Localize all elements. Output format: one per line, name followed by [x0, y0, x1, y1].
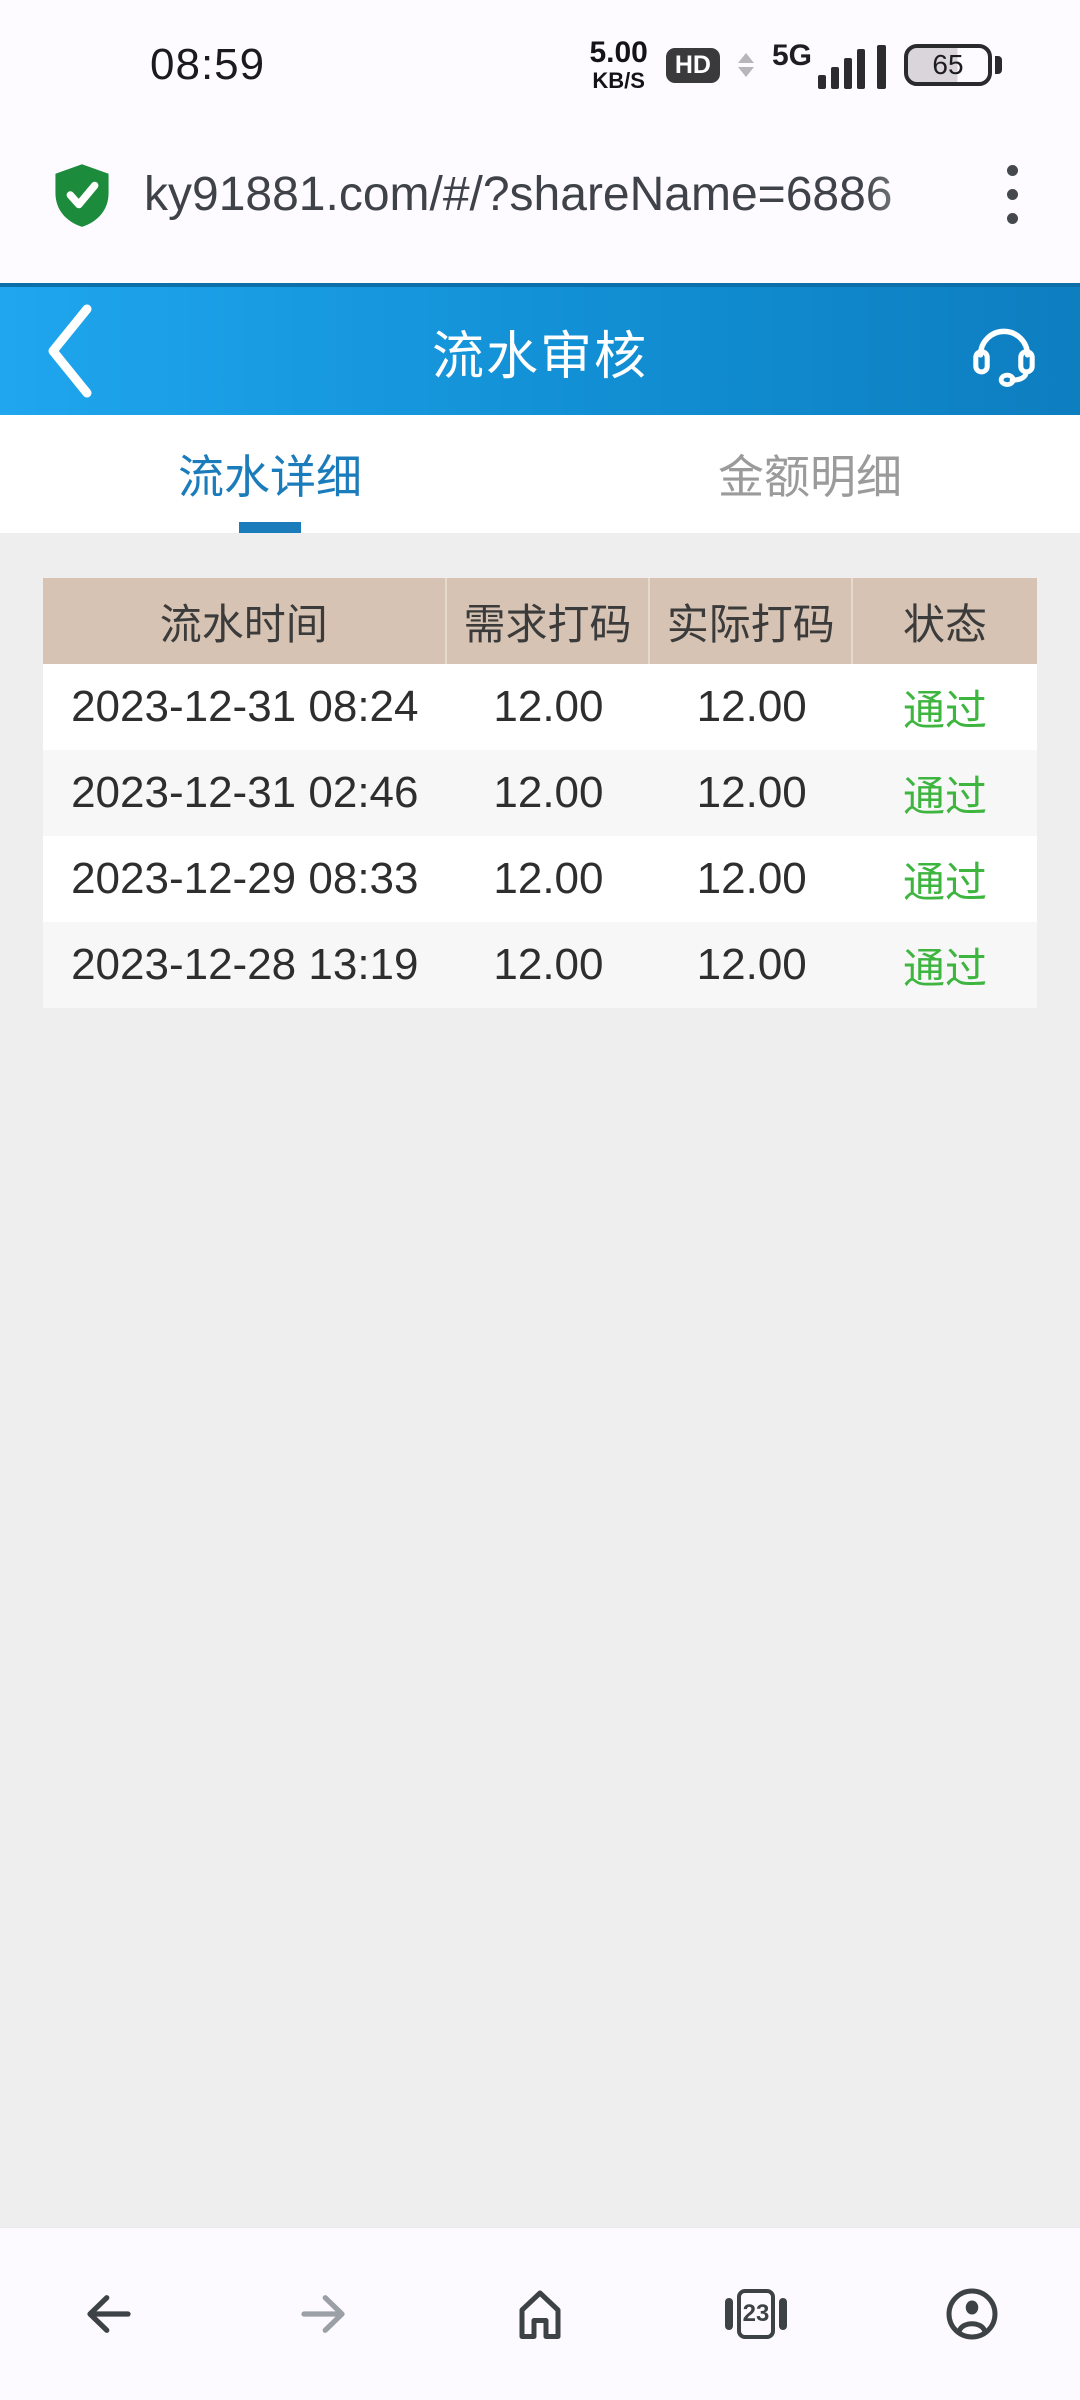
status-indicators: 5.00 KB/S HD 5G 65	[589, 38, 1002, 92]
nav-home-button[interactable]	[432, 2284, 648, 2344]
cell-actual: 12.00	[696, 854, 807, 903]
back-arrow-icon	[87, 2295, 131, 2333]
table-row: 2023-12-31 02:46 12.00 12.00 通过	[43, 750, 1037, 836]
tab-amount-detail[interactable]: 金额明细	[718, 451, 902, 503]
cell-time: 2023-12-28 13:19	[71, 940, 419, 989]
status-badge: 通过	[903, 686, 988, 734]
network-speed: 5.00 KB/S	[589, 38, 647, 92]
cell-actual: 12.00	[696, 940, 807, 989]
column-header-status: 状态	[903, 600, 988, 648]
status-badge: 通过	[903, 772, 988, 820]
tab-flow-detail[interactable]: 流水详细	[0, 415, 540, 533]
browser-url-bar[interactable]: ky91881.com/#/?shareName=6886	[0, 120, 1080, 283]
column-header-actual: 实际打码	[650, 578, 854, 664]
app-header: 流水审核	[0, 283, 1080, 415]
browser-menu-button[interactable]	[984, 161, 1040, 229]
column-header-time: 流水时间	[43, 578, 447, 664]
cell-time: 2023-12-31 02:46	[71, 768, 419, 817]
cell-required: 12.00	[493, 940, 604, 989]
nav-profile-button[interactable]	[864, 2284, 1080, 2344]
battery-level: 65	[932, 49, 964, 80]
cell-time: 2023-12-31 08:24	[71, 682, 419, 731]
cell-time: 2023-12-29 08:33	[71, 854, 419, 903]
forward-arrow-icon	[301, 2295, 345, 2333]
nav-forward-button[interactable]	[216, 2284, 432, 2344]
table-row: 2023-12-29 08:33 12.00 12.00 通过	[43, 836, 1037, 922]
browser-nav-bar: 23	[0, 2227, 1080, 2400]
cell-required: 12.00	[493, 768, 604, 817]
cell-actual: 12.00	[696, 682, 807, 731]
signal-bars-icon	[818, 45, 865, 89]
page-title: 流水审核	[431, 327, 648, 386]
signal-icon: 5G	[772, 41, 886, 89]
home-icon	[519, 2290, 561, 2339]
network-speed-unit: KB/S	[592, 68, 645, 93]
profile-icon	[946, 2288, 998, 2340]
url-text[interactable]: ky91881.com/#/?shareName=6886	[144, 167, 984, 222]
tab-count: 23	[742, 2300, 770, 2327]
network-speed-value: 5.00	[589, 36, 648, 69]
table-row: 2023-12-28 13:19 12.00 12.00 通过	[43, 922, 1037, 1008]
back-chevron-icon[interactable]	[34, 301, 104, 401]
status-bar: 08:59 5.00 KB/S HD 5G 65	[0, 0, 1080, 120]
network-type-label: 5G	[771, 39, 812, 72]
cell-required: 12.00	[493, 682, 604, 731]
headset-icon[interactable]	[966, 313, 1042, 389]
shield-check-icon	[55, 163, 109, 227]
cell-actual: 12.00	[696, 768, 807, 817]
hd-icon: HD	[665, 47, 720, 83]
column-header-required: 需求打码	[447, 578, 651, 664]
data-activity-icon	[737, 53, 754, 77]
table-row: 2023-12-31 08:24 12.00 12.00 通过	[43, 664, 1037, 750]
status-badge: 通过	[903, 858, 988, 906]
status-badge: 通过	[903, 944, 988, 992]
battery-icon: 65	[904, 44, 1002, 86]
flow-table: 流水时间 需求打码 实际打码 状态 2023-12-31 08:24 12.00…	[43, 578, 1037, 1008]
page-content: 流水时间 需求打码 实际打码 状态 2023-12-31 08:24 12.00…	[0, 533, 1080, 2227]
url-fade	[864, 167, 984, 222]
tab-switcher-icon: 23	[725, 2289, 787, 2339]
cell-required: 12.00	[493, 854, 604, 903]
status-time: 08:59	[150, 40, 266, 89]
sim2-signal-icon	[877, 45, 886, 89]
table-header-row: 流水时间 需求打码 实际打码 状态	[43, 578, 1037, 664]
nav-tab-switcher-button[interactable]: 23	[648, 2289, 864, 2339]
tab-bar: 流水详细 金额明细	[0, 415, 1080, 533]
nav-back-button[interactable]	[0, 2284, 216, 2344]
